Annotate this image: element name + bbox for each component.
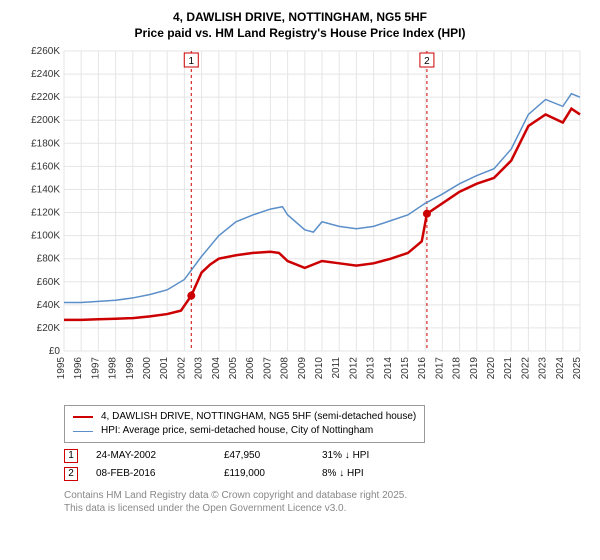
svg-text:2006: 2006 — [245, 357, 256, 380]
svg-text:£40K: £40K — [37, 300, 61, 311]
svg-text:2010: 2010 — [314, 357, 325, 380]
svg-text:1: 1 — [188, 56, 194, 67]
svg-text:£260K: £260K — [31, 46, 60, 57]
marker — [187, 292, 195, 300]
svg-text:2021: 2021 — [503, 357, 514, 380]
svg-text:2011: 2011 — [331, 357, 342, 379]
svg-text:2005: 2005 — [228, 357, 239, 380]
svg-text:2004: 2004 — [211, 357, 222, 380]
legend-swatch — [73, 431, 93, 432]
svg-text:£160K: £160K — [31, 162, 60, 173]
svg-text:2022: 2022 — [520, 357, 531, 380]
svg-text:2019: 2019 — [469, 357, 480, 380]
annotation-delta: 8% ↓ HPI — [322, 465, 412, 483]
annotation-marker: 2 — [64, 467, 78, 481]
svg-text:2000: 2000 — [142, 357, 153, 380]
svg-text:2: 2 — [424, 56, 430, 67]
legend-row: HPI: Average price, semi-detached house,… — [73, 424, 416, 438]
svg-text:2023: 2023 — [538, 357, 549, 380]
annotation-marker: 1 — [64, 449, 78, 463]
svg-text:2012: 2012 — [348, 357, 359, 380]
legend-row: 4, DAWLISH DRIVE, NOTTINGHAM, NG5 5HF (s… — [73, 410, 416, 424]
chart-svg: £0 £20K £40K £60K £80K £100K £120K £140K £160K £1… — [10, 41, 590, 401]
copyright-notice: Contains HM Land Registry data © Crown c… — [64, 489, 590, 515]
svg-text:2014: 2014 — [383, 357, 394, 380]
chart-title: 4, DAWLISH DRIVE, NOTTINGHAM, NG5 5HF Pr… — [10, 10, 590, 41]
svg-text:£80K: £80K — [37, 254, 61, 265]
svg-text:2008: 2008 — [280, 357, 291, 380]
svg-text:2018: 2018 — [452, 357, 463, 380]
svg-text:£0: £0 — [49, 346, 61, 357]
legend-box: 4, DAWLISH DRIVE, NOTTINGHAM, NG5 5HF (s… — [64, 405, 425, 443]
svg-text:1996: 1996 — [73, 357, 84, 380]
svg-text:1999: 1999 — [125, 357, 136, 380]
svg-text:2002: 2002 — [176, 357, 187, 380]
svg-text:2007: 2007 — [262, 357, 273, 380]
svg-text:2020: 2020 — [486, 357, 497, 380]
marker — [423, 210, 431, 218]
svg-text:£220K: £220K — [31, 92, 60, 103]
svg-text:£200K: £200K — [31, 115, 60, 126]
legend-label: HPI: Average price, semi-detached house,… — [101, 424, 373, 438]
annotation-date: 24-MAY-2002 — [96, 447, 206, 465]
svg-text:2015: 2015 — [400, 357, 411, 380]
annotation-table: 1 24-MAY-2002 £47,950 31% ↓ HPI 2 08-FEB-2016… — [64, 447, 590, 483]
annotation-delta: 31% ↓ HPI — [322, 447, 412, 465]
svg-text:£180K: £180K — [31, 138, 60, 149]
legend-swatch — [73, 416, 93, 418]
svg-text:£120K: £120K — [31, 208, 60, 219]
annotation-row: 1 24-MAY-2002 £47,950 31% ↓ HPI — [64, 447, 590, 465]
copyright-line1: Contains HM Land Registry data © Crown c… — [64, 489, 590, 502]
svg-text:£140K: £140K — [31, 185, 60, 196]
svg-text:£20K: £20K — [37, 323, 61, 334]
annotation-price: £119,000 — [224, 465, 304, 483]
svg-text:1997: 1997 — [90, 357, 101, 380]
annotation-date: 08-FEB-2016 — [96, 465, 206, 483]
svg-text:2001: 2001 — [159, 357, 170, 380]
copyright-line2: This data is licensed under the Open Gov… — [64, 502, 590, 515]
svg-text:2003: 2003 — [194, 357, 205, 380]
svg-text:2013: 2013 — [366, 357, 377, 380]
title-line2: Price paid vs. HM Land Registry's House … — [10, 26, 590, 42]
svg-text:2016: 2016 — [417, 357, 428, 380]
annotation-row: 2 08-FEB-2016 £119,000 8% ↓ HPI — [64, 465, 590, 483]
chart-area: £0 £20K £40K £60K £80K £100K £120K £140K £160K £1… — [10, 41, 590, 401]
svg-text:1995: 1995 — [56, 357, 67, 380]
svg-text:2025: 2025 — [572, 357, 583, 380]
svg-text:£100K: £100K — [31, 231, 60, 242]
svg-text:2009: 2009 — [297, 357, 308, 380]
svg-text:£60K: £60K — [37, 277, 61, 288]
svg-text:1998: 1998 — [108, 357, 119, 380]
svg-text:2024: 2024 — [555, 357, 566, 380]
annotation-price: £47,950 — [224, 447, 304, 465]
svg-text:2017: 2017 — [434, 357, 445, 380]
svg-text:£240K: £240K — [31, 69, 60, 80]
legend-label: 4, DAWLISH DRIVE, NOTTINGHAM, NG5 5HF (s… — [101, 410, 416, 424]
title-line1: 4, DAWLISH DRIVE, NOTTINGHAM, NG5 5HF — [10, 10, 590, 26]
